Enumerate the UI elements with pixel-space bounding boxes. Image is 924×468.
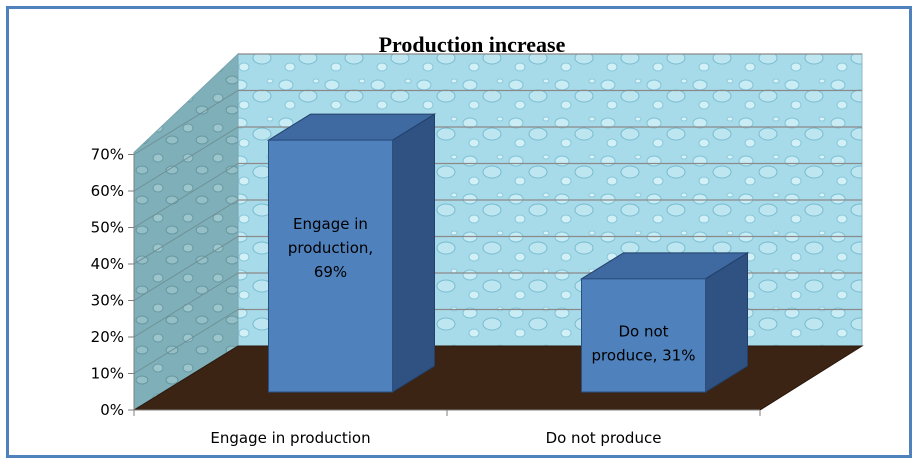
y-tick-label: 50% <box>91 219 124 237</box>
data-label: Do not produce, 31% <box>592 322 696 364</box>
bar-front <box>268 139 393 393</box>
data-label-line: production, <box>288 239 373 257</box>
y-tick-label: 60% <box>91 182 124 200</box>
gridline-side <box>133 163 239 228</box>
y-tick-label: 20% <box>91 328 124 346</box>
y-axis: 0% 10% 20% 30% 40% 50% 60% 70% <box>91 146 135 419</box>
chart-walls <box>132 52 864 411</box>
chart-title: Production increase <box>379 32 566 57</box>
gridline-side <box>133 236 239 301</box>
bar-side <box>392 113 435 393</box>
bars: Engage in production, 69% Do not produce, 31… <box>266 113 750 393</box>
data-label-line: Do not <box>618 322 668 340</box>
bar-0: Engage in production, 69% <box>266 113 437 393</box>
y-tick-label: 0% <box>100 401 124 419</box>
data-label-line: 69% <box>314 263 347 281</box>
gridline-side <box>133 90 239 155</box>
bar-front <box>581 278 706 393</box>
y-tick-label: 40% <box>91 255 124 273</box>
x-axis: Engage in production Do not produce <box>133 409 761 447</box>
gridline-side <box>133 126 239 192</box>
gridline-side <box>133 272 239 338</box>
gridline-side <box>133 199 239 265</box>
x-category-label: Engage in production <box>210 429 370 447</box>
data-label-line: Engage in <box>293 215 368 233</box>
y-tick-label: 70% <box>91 146 124 164</box>
floor <box>132 345 864 411</box>
x-category-label: Do not produce <box>546 429 662 447</box>
gridline-side <box>133 309 239 374</box>
data-label: Engage in production, 69% <box>288 215 373 281</box>
y-tick-label: 10% <box>91 365 124 383</box>
bar-1: Do not produce, 31% <box>579 251 750 393</box>
data-label-line: produce, 31% <box>592 346 696 364</box>
y-tick-label: 30% <box>91 292 124 310</box>
